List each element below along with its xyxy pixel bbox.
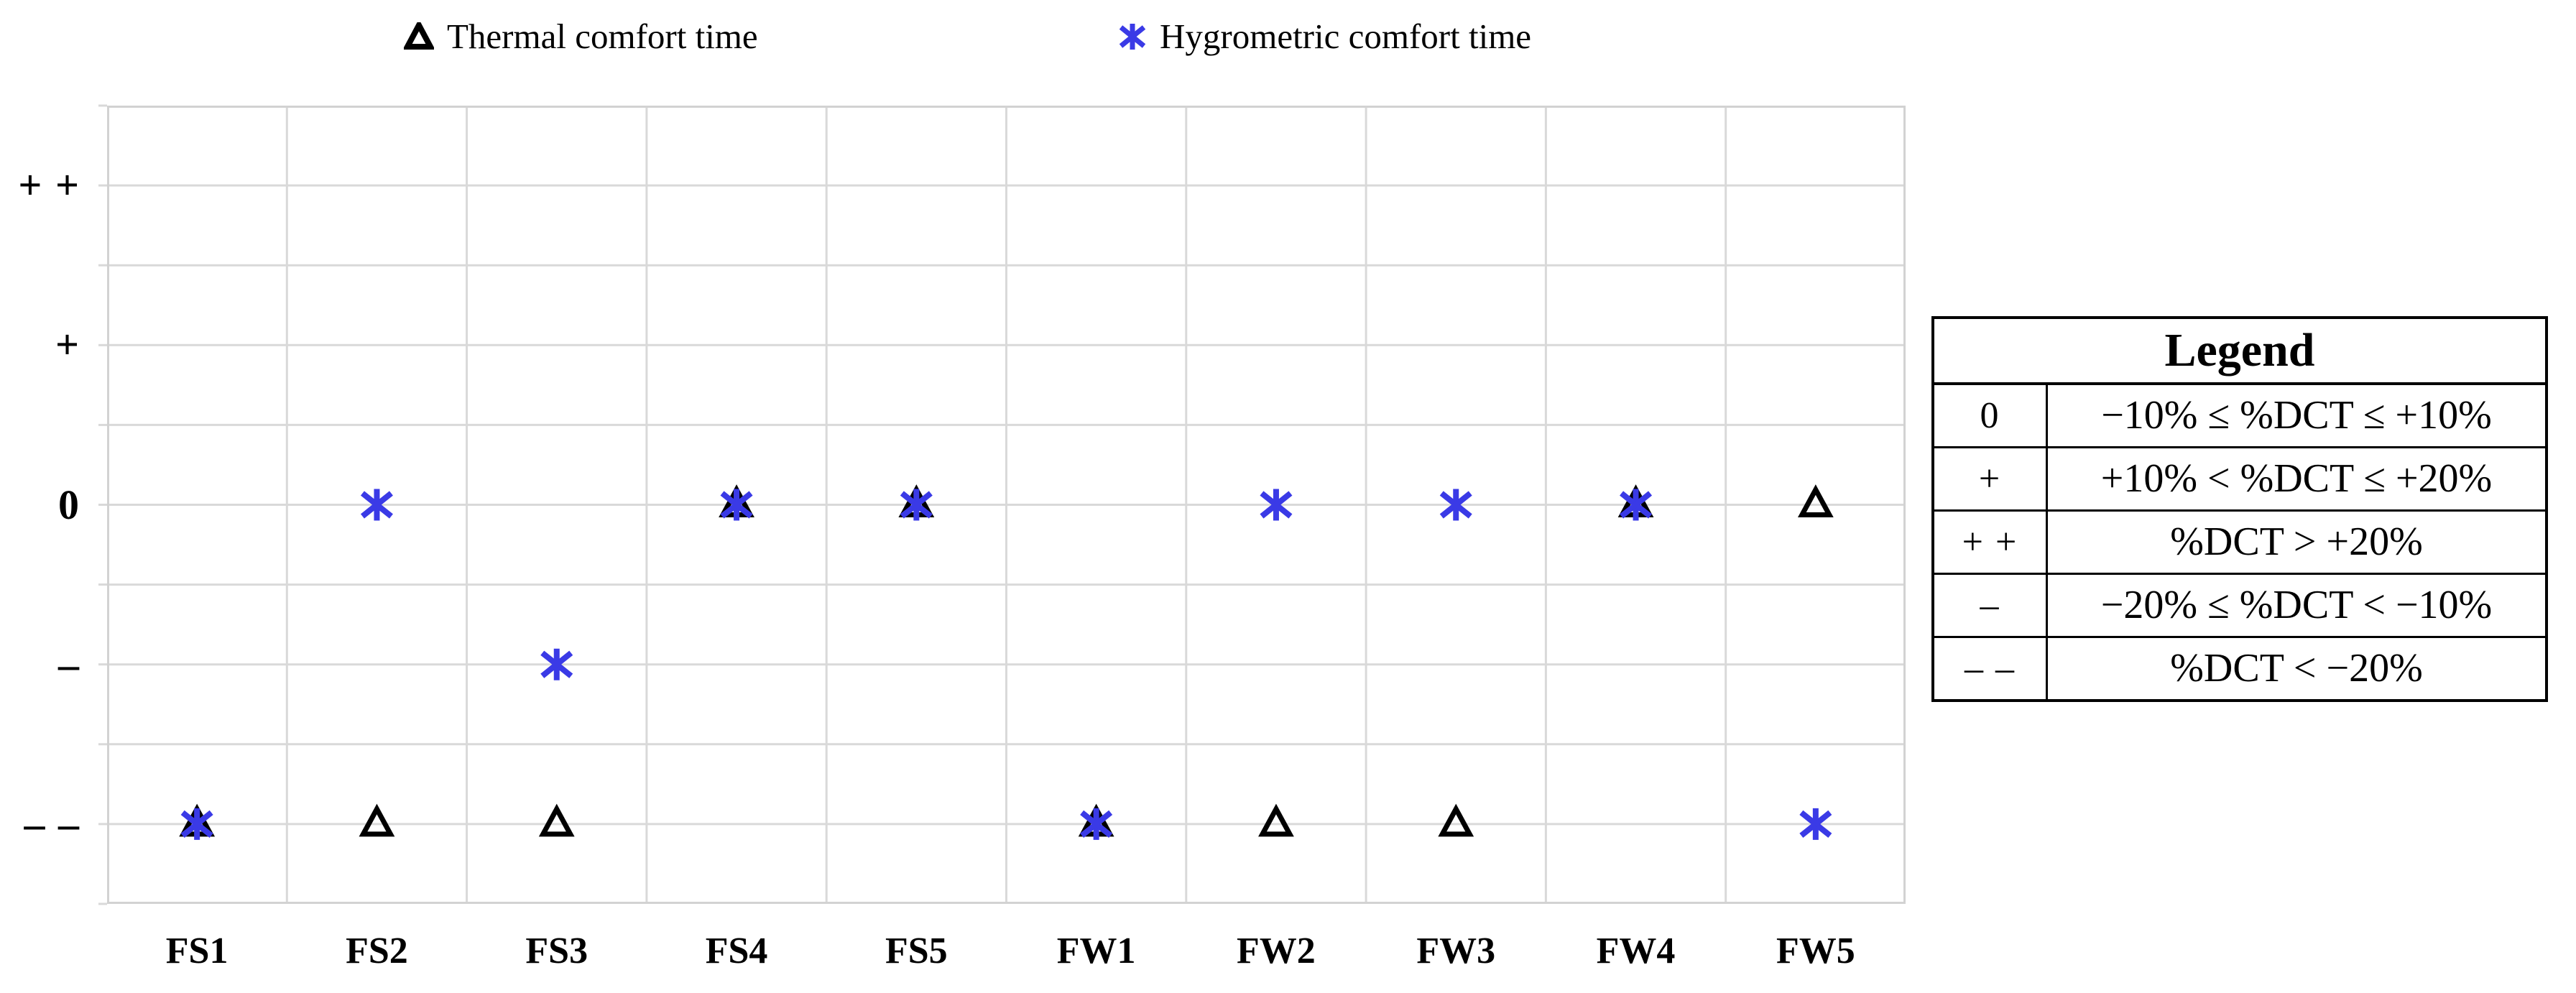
triangle-marker-icon — [404, 22, 434, 50]
legend-description: −10% ≤ %DCT ≤ +10% — [2101, 393, 2492, 438]
y-axis-label: – — [58, 640, 80, 688]
asterisk-marker — [1799, 810, 1832, 839]
legend-description: %DCT < −20% — [2170, 646, 2423, 691]
x-axis-label: FS2 — [346, 930, 408, 971]
asterisk-marker — [720, 491, 753, 519]
y-axis-label: + + — [18, 162, 80, 209]
legend-table-title: Legend — [1934, 319, 2545, 385]
x-axis-label: FW5 — [1776, 930, 1855, 971]
series-legend-label-hygrometric: Hygrometric comfort time — [1160, 17, 1532, 56]
x-axis-label: FS1 — [165, 930, 228, 971]
legend-table-row: – – %DCT < −20% — [1934, 638, 2545, 699]
legend-description: %DCT > +20% — [2170, 519, 2423, 564]
legend-table-row: + +10% < %DCT ≤ +20% — [1934, 448, 2545, 512]
legend-table-row: – −20% ≤ %DCT < −10% — [1934, 575, 2545, 638]
x-axis-label: FS4 — [705, 930, 768, 971]
plot-border — [107, 106, 1906, 904]
legend-description: −20% ≤ %DCT < −10% — [2100, 583, 2493, 627]
x-axis-label: FW4 — [1596, 930, 1676, 971]
asterisk-marker — [1260, 491, 1293, 519]
triangle-marker — [1258, 803, 1294, 837]
asterisk-marker — [180, 810, 213, 839]
legend-table-row: + + %DCT > +20% — [1934, 512, 2545, 575]
legend-table-row: 0 −10% ≤ %DCT ≤ +10% — [1934, 385, 2545, 448]
triangle-marker — [1797, 484, 1834, 517]
series-legend-item-thermal: Thermal comfort time — [404, 16, 758, 57]
legend-symbol: + — [1934, 448, 2048, 509]
legend-table: Legend 0 −10% ≤ %DCT ≤ +10% + +10% < %DC… — [1931, 316, 2548, 702]
y-axis-label: + — [55, 321, 80, 369]
asterisk-marker — [1080, 810, 1113, 839]
asterisk-marker-icon — [1119, 23, 1146, 50]
series-legend-label-thermal: Thermal comfort time — [447, 17, 758, 56]
plot-area — [98, 104, 1906, 905]
triangle-marker — [538, 803, 575, 837]
y-axis-label: 0 — [58, 481, 80, 528]
legend-symbol: – – — [1934, 638, 2048, 699]
triangle-marker — [1438, 803, 1474, 837]
asterisk-marker — [1620, 491, 1653, 519]
series-legend-item-hygrometric: Hygrometric comfort time — [1118, 16, 1531, 57]
x-axis-label: FW2 — [1237, 930, 1316, 971]
x-axis-label: FW3 — [1416, 930, 1496, 971]
legend-symbol: + + — [1934, 512, 2048, 573]
legend-description: +10% < %DCT ≤ +20% — [2100, 456, 2493, 501]
triangle-marker — [359, 803, 395, 837]
asterisk-marker — [360, 491, 393, 519]
asterisk-marker — [900, 491, 933, 519]
legend-symbol: – — [1934, 575, 2048, 636]
asterisk-marker — [1439, 491, 1472, 519]
x-axis-label: FS5 — [885, 930, 948, 971]
legend-symbol: 0 — [1934, 385, 2048, 446]
y-axis-label: – – — [24, 800, 80, 847]
x-axis-label: FW1 — [1056, 930, 1136, 971]
x-axis-label: FS3 — [525, 930, 588, 971]
asterisk-marker — [540, 650, 573, 678]
